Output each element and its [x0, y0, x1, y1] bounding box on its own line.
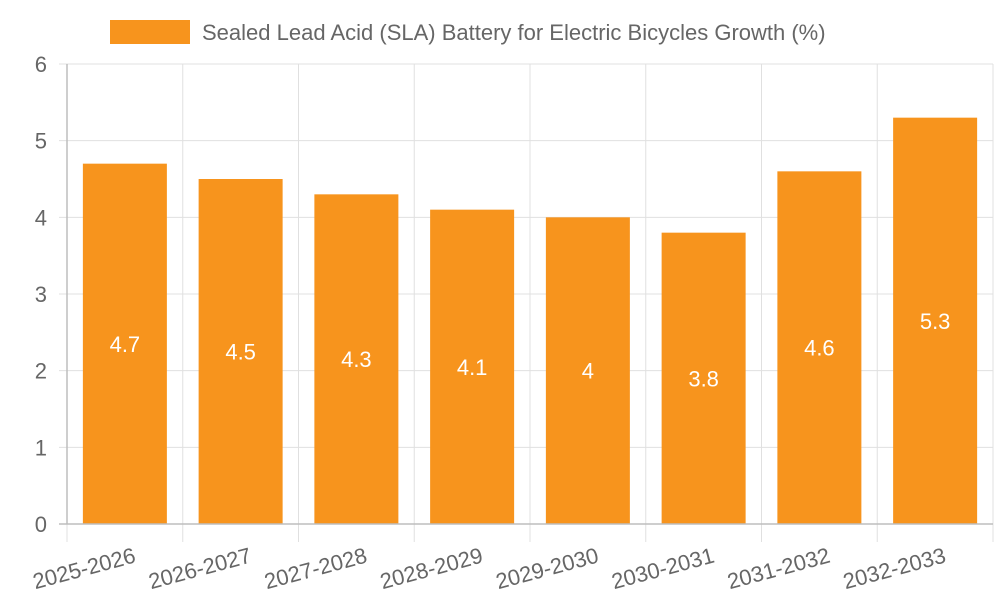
x-tick-label: 2032-2033: [840, 543, 948, 594]
bar-value-label: 4.3: [341, 347, 372, 372]
x-tick-label: 2028-2029: [377, 543, 485, 594]
bar-value-label: 4.6: [804, 336, 835, 361]
y-tick-label: 1: [35, 435, 47, 460]
y-tick-label: 0: [35, 512, 47, 537]
x-tick-label: 2027-2028: [262, 543, 370, 594]
bar[interactable]: [893, 117, 978, 525]
bar-series: 4.7 4.5 4.3 4.1 4 3.8 4.6 5.3: [82, 117, 978, 525]
y-tick-label: 6: [35, 52, 47, 77]
bar-value-label: 5.3: [920, 309, 951, 334]
legend-label: Sealed Lead Acid (SLA) Battery for Elect…: [202, 20, 826, 45]
bar[interactable]: [430, 209, 515, 524]
bar-value-label: 4.1: [457, 355, 488, 380]
legend[interactable]: Sealed Lead Acid (SLA) Battery for Elect…: [110, 20, 826, 45]
bar[interactable]: [661, 232, 746, 524]
y-tick-label: 4: [35, 205, 47, 230]
y-tick-label: 3: [35, 282, 47, 307]
x-tick-label: 2030-2031: [609, 543, 717, 594]
x-tick-label: 2031-2032: [725, 543, 833, 594]
bar-value-label: 4.7: [110, 332, 141, 357]
legend-swatch: [110, 20, 190, 44]
y-tick-label: 5: [35, 129, 47, 154]
bar[interactable]: [198, 179, 283, 524]
bar-value-label: 4.5: [225, 340, 256, 365]
bar[interactable]: [82, 163, 167, 524]
x-tick-label: 2026-2027: [146, 543, 254, 594]
x-tick-label: 2029-2030: [493, 543, 601, 594]
bar[interactable]: [314, 194, 399, 525]
x-tick-label: 2025-2026: [30, 543, 138, 594]
bar[interactable]: [777, 171, 862, 525]
bar[interactable]: [545, 217, 630, 525]
bar-value-label: 3.8: [688, 366, 719, 391]
bar-value-label: 4: [582, 359, 594, 384]
y-tick-label: 2: [35, 359, 47, 384]
